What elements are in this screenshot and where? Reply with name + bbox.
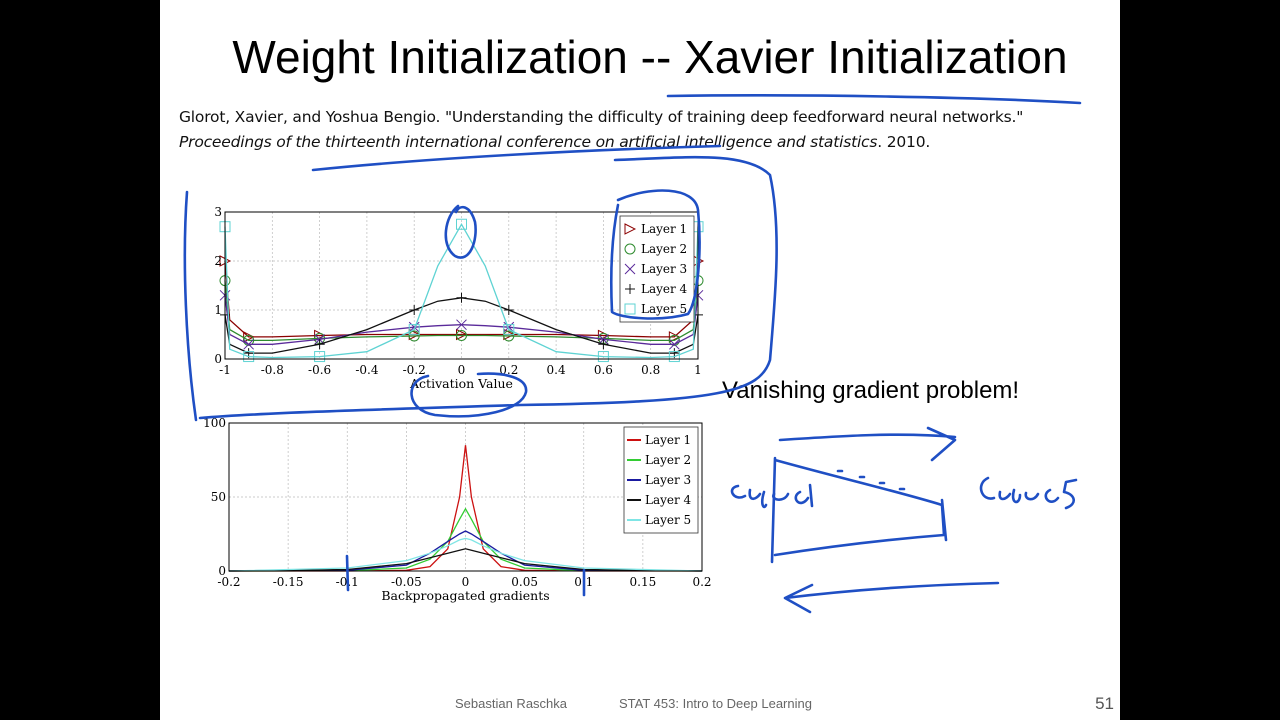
x-tick-label: 0.2 [692,575,711,589]
network-bar [940,498,948,542]
x-tick-label: -0.2 [217,575,240,589]
citation-venue: Proceedings of the thirteenth internatio… [179,133,930,151]
x-tick-label: 0.4 [547,363,566,377]
underline-stroke [666,94,1082,105]
network-arrow-forward [778,426,957,462]
legend-label: Layer 5 [641,302,687,316]
x-axis-label: Activation Value [409,376,513,391]
legend-label: Layer 1 [641,222,687,236]
legend-label: Layer 2 [645,453,691,467]
slide: Weight Initialization -- Xavier Initiali… [160,0,1120,720]
citation-venue-name: Proceedings of the thirteenth internatio… [179,133,878,151]
x-tick-label: -0.15 [273,575,304,589]
bracket-left-stroke [183,190,198,422]
x-tick-label: 0 [462,575,470,589]
legend: Layer 1 Layer 2 Layer 3 Layer 4 Layer 5 [619,215,695,323]
series-line [228,537,703,572]
legend-label: Layer 2 [641,242,687,256]
y-tick-label: 50 [211,490,226,504]
legend-label: Layer 1 [645,433,691,447]
y-tick-label: 1 [214,303,222,317]
activation-histogram-chart: -1 -0.8 -0.6 -0.4 -0.2 0 0.2 0.4 0.6 0.8 10123Acti… [214,205,705,391]
citation-authors: Glorot, Xavier, and Yoshua Bengio. "Unde… [179,108,1024,126]
x-tick-label: -0.8 [261,363,284,377]
vanishing-gradient-note: Vanishing gradient problem! [722,377,1020,404]
page-number: 51 [1095,694,1114,713]
plot-frame [228,422,703,572]
x-axis-label: Backpropagated gradients [381,588,549,603]
series-line [228,530,703,572]
x-tick-label: 1 [694,363,702,377]
x-tick-label: -0.1 [336,575,359,589]
footer-author: Sebastian Raschka [455,696,568,711]
legend-label: Layer 4 [641,282,688,296]
y-tick-label: 3 [214,205,222,219]
x-tick-label: 0.2 [499,363,518,377]
network-dots [836,469,906,491]
series-line [228,507,703,572]
y-tick-label: 2 [214,254,222,268]
network-trapezoid [770,456,946,564]
x-tick-label: 0.6 [594,363,613,377]
x-tick-label: -0.05 [391,575,422,589]
handwritten-layer5 [979,476,1078,510]
x-tick-label: -0.4 [355,363,379,377]
y-tick-label: 0 [218,564,226,578]
network-arrow-back [783,581,1000,614]
series-line [229,445,702,572]
footer-course: STAT 453: Intro to Deep Learning [619,696,812,711]
legend-label: Layer 4 [645,493,692,507]
x-tick-label: 0 [458,363,466,377]
backprop-gradient-chart: -0.2 -0.15 -0.1 -0.05 0 0.05 0.1 0.15 0.2 0 50 100 B… [203,416,711,603]
legend-label: Layer 3 [641,262,687,276]
legend: Layer 1 Layer 2 Layer 3 Layer 4 Layer 5 [623,426,699,534]
x-tick-label: 0.05 [511,575,538,589]
y-tick-label: 100 [203,416,226,430]
legend-label: Layer 3 [645,473,691,487]
series-line [228,548,703,572]
x-tick-label: 0.15 [630,575,657,589]
slide-title: Weight Initialization -- Xavier Initiali… [232,31,1068,83]
legend-label: Layer 5 [645,513,691,527]
x-tick-label: -0.2 [403,363,426,377]
x-tick-label: 0.1 [574,575,593,589]
x-tick-label: 0.8 [641,363,660,377]
citation-year: . 2010. [877,133,931,151]
y-tick-label: 0 [214,352,222,366]
x-tick-label: -0.6 [308,363,331,377]
